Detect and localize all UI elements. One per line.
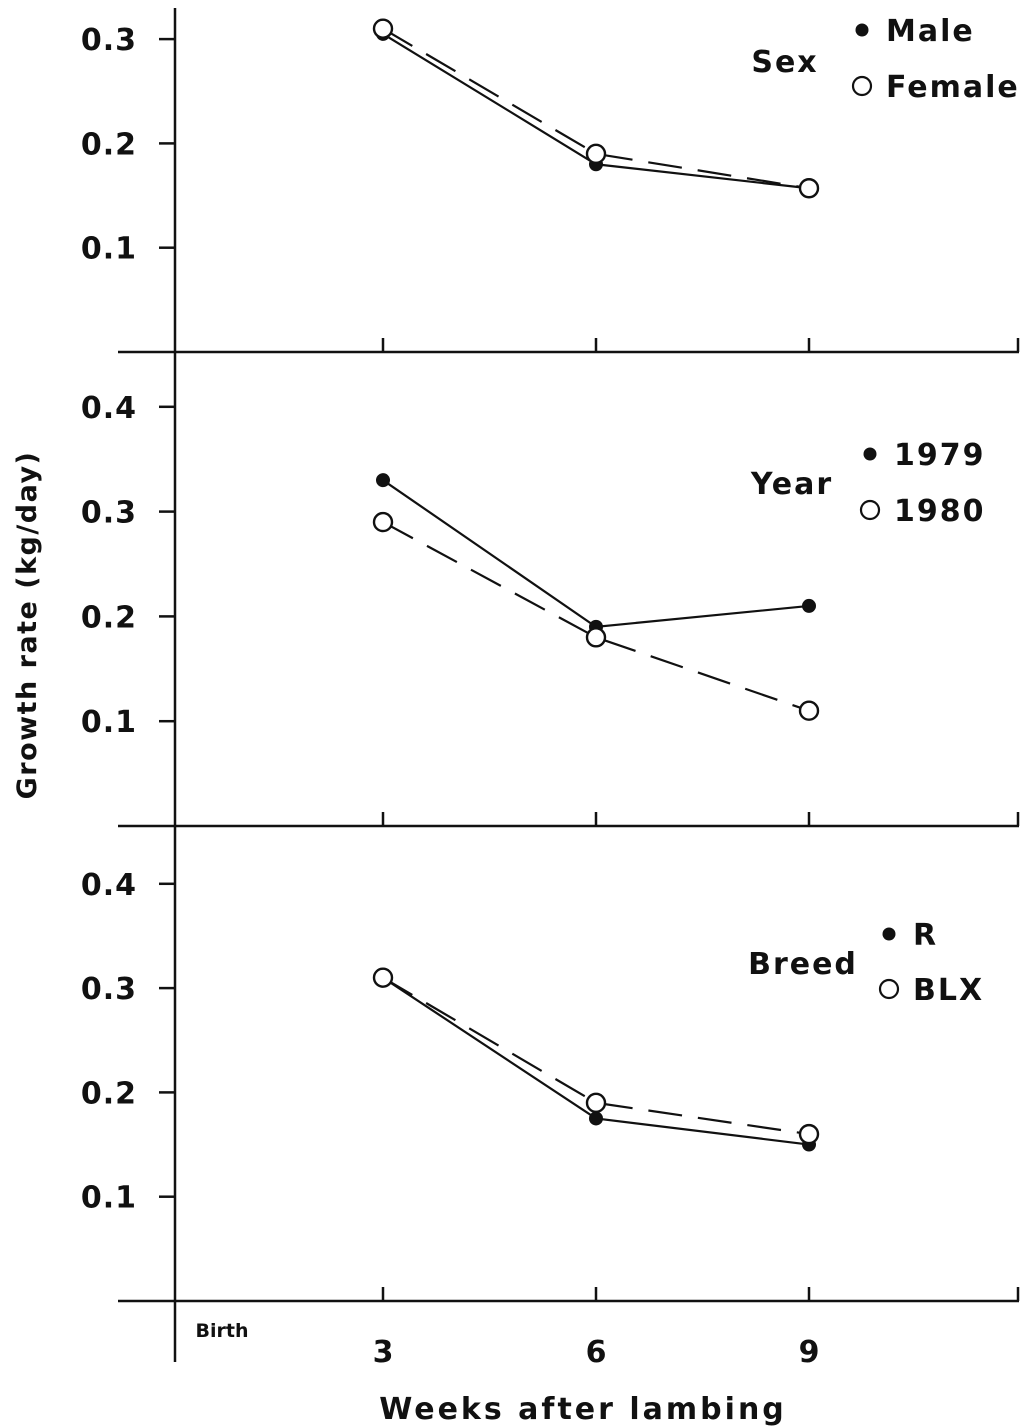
legend-label: 1980	[894, 494, 986, 529]
legend-title: Breed	[748, 947, 858, 982]
data-point-r	[589, 1111, 603, 1126]
legend-title: Year	[750, 467, 833, 502]
y-tick-label: 0.2	[81, 600, 137, 635]
x-axis-title: Weeks after lambing	[379, 1392, 787, 1426]
data-point-blx	[798, 1123, 820, 1145]
panel-breed: 0.1 0.2 0.3 0.4 Breed R BLX	[81, 826, 1020, 1303]
data-point-1980	[372, 511, 394, 533]
legend-marker-open-icon	[859, 499, 881, 521]
data-point-1979	[802, 598, 816, 613]
data-point-1980	[585, 627, 607, 648]
legend-marker-open-icon	[878, 978, 900, 1000]
data-point-1979	[376, 473, 390, 488]
y-tick-label: 0.3	[81, 23, 137, 58]
x-tick-label: 6	[586, 1335, 607, 1370]
y-tick-label: 0.1	[81, 232, 137, 267]
y-axis-title: Growth rate (kg/day)	[12, 451, 43, 800]
x-tick-label-birth: Birth	[196, 1320, 249, 1342]
series-line-blx	[382, 976, 810, 1136]
x-tick-label: 9	[799, 1335, 820, 1370]
legend-marker-open-icon	[851, 75, 873, 97]
y-tick-label: 0.2	[81, 127, 137, 162]
data-point-female	[798, 178, 820, 199]
y-tick-label: 0.4	[81, 868, 137, 903]
series-line-1979	[382, 479, 810, 629]
y-tick-label: 0.4	[81, 391, 137, 426]
legend-marker-filled-icon	[855, 23, 869, 37]
series-line-female	[382, 27, 810, 190]
legend-label: R	[913, 918, 938, 953]
y-tick-label: 0.2	[81, 1076, 137, 1111]
panel-year: 0.1 0.2 0.3 0.4 Year 1979 1980	[81, 352, 1020, 828]
legend-marker-filled-icon	[882, 927, 896, 941]
data-point-blx	[585, 1092, 607, 1114]
legend-label: BLX	[913, 973, 984, 1008]
data-point-1980	[798, 700, 820, 721]
data-point-female	[585, 143, 607, 165]
y-tick-label: 0.1	[81, 705, 137, 740]
y-tick-label: 0.1	[81, 1181, 137, 1216]
legend-title: Sex	[751, 45, 818, 80]
y-tick-label: 0.3	[81, 496, 137, 531]
legend-label: 1979	[894, 438, 986, 473]
x-tick-label: 3	[373, 1335, 394, 1370]
data-point-blx	[372, 967, 394, 988]
panel-sex: 0.1 0.2 0.3 Sex Male Female	[81, 8, 1020, 354]
data-point-female	[372, 18, 394, 39]
y-tick-label: 0.3	[81, 972, 137, 1007]
legend-label: Female	[886, 70, 1020, 105]
series-line-1980	[382, 521, 810, 712]
legend-label: Male	[886, 14, 975, 49]
legend-marker-filled-icon	[863, 447, 877, 461]
